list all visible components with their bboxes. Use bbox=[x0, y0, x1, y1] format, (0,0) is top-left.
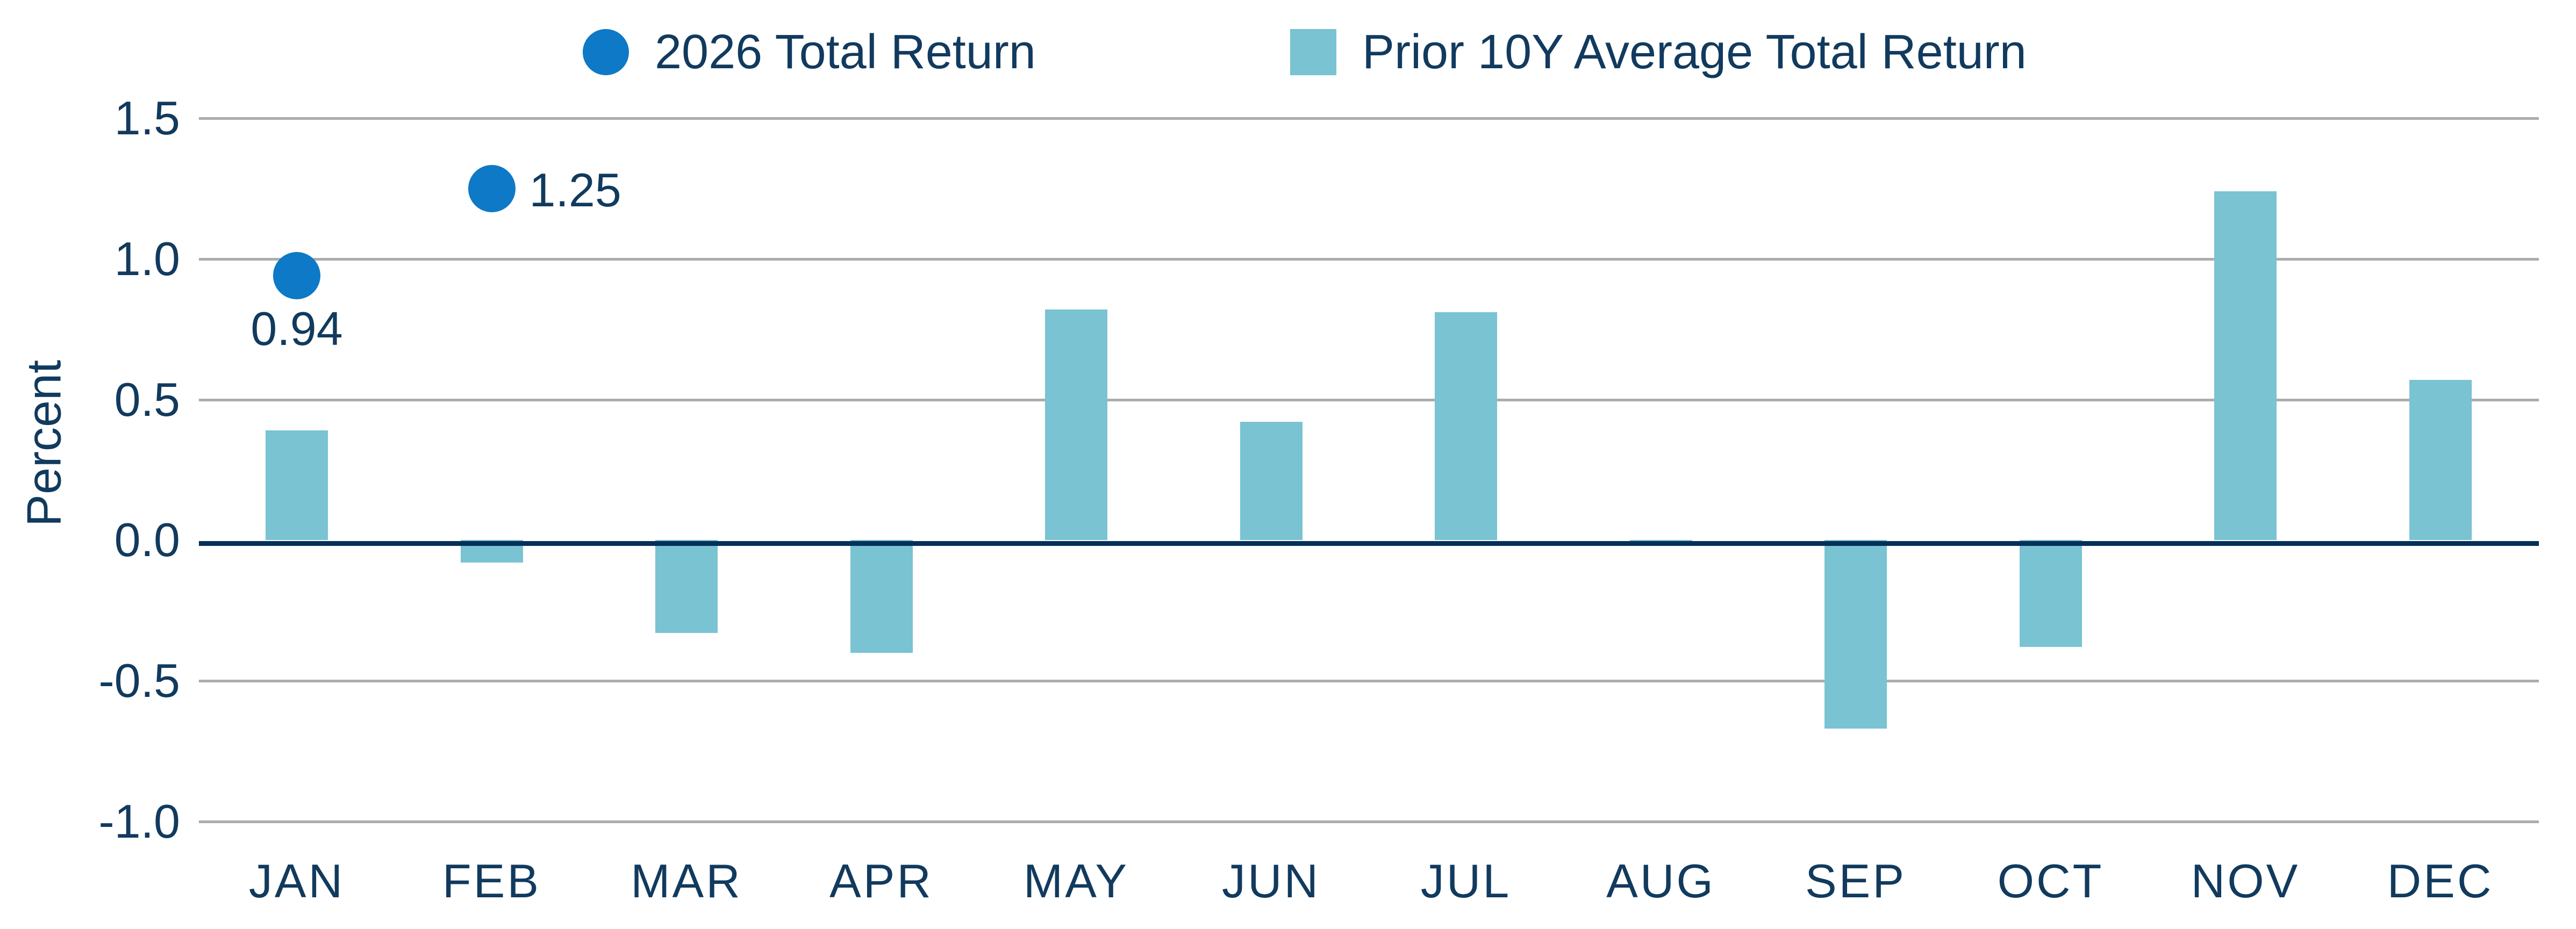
y-tick-label: 1.5 bbox=[114, 91, 180, 145]
bar-jan bbox=[266, 430, 328, 541]
bar-nov bbox=[2214, 191, 2277, 541]
data-point-feb bbox=[468, 164, 516, 212]
legend-square-marker-icon bbox=[1290, 29, 1336, 75]
legend-label: Prior 10Y Average Total Return bbox=[1362, 25, 2027, 79]
x-tick-label-jan: JAN bbox=[248, 854, 345, 908]
data-point-label: 0.94 bbox=[251, 302, 343, 356]
gridline bbox=[199, 257, 2539, 261]
chart-legend: 2026 Total Return Prior 10Y Average Tota… bbox=[0, 0, 2576, 97]
bar-mar bbox=[655, 540, 718, 633]
x-tick-label-sep: SEP bbox=[1805, 854, 1907, 908]
bar-jul bbox=[1435, 312, 1497, 541]
x-tick-label-jun: JUN bbox=[1221, 854, 1321, 908]
x-tick-label-dec: DEC bbox=[2387, 854, 2494, 908]
data-point-jan bbox=[273, 252, 320, 300]
x-tick-label-mar: MAR bbox=[631, 854, 742, 908]
gridline bbox=[199, 117, 2539, 120]
x-tick-label-aug: AUG bbox=[1606, 854, 1715, 908]
y-tick-label: 0.0 bbox=[114, 513, 180, 567]
legend-label: 2026 Total Return bbox=[655, 25, 1036, 79]
x-tick-label-oct: OCT bbox=[1997, 854, 2104, 908]
legend-item-2026-total-return: 2026 Total Return bbox=[583, 28, 1036, 76]
legend-item-prior-10y-average: Prior 10Y Average Total Return bbox=[1290, 28, 2027, 76]
bar-oct bbox=[2019, 540, 2082, 647]
x-tick-label-nov: NOV bbox=[2191, 854, 2300, 908]
bar-apr bbox=[850, 540, 913, 653]
y-tick-label: 1.0 bbox=[114, 232, 180, 285]
x-tick-label-may: MAY bbox=[1023, 854, 1129, 908]
bar-may bbox=[1045, 309, 1107, 541]
y-tick-label: -1.0 bbox=[98, 795, 180, 848]
data-point-label: 1.25 bbox=[529, 163, 621, 217]
x-tick-label-apr: APR bbox=[829, 854, 933, 908]
legend-circle-marker-icon bbox=[583, 29, 629, 75]
y-tick-label: 0.5 bbox=[114, 372, 180, 426]
y-tick-label: -0.5 bbox=[98, 654, 180, 708]
x-tick-label-jul: JUL bbox=[1420, 854, 1512, 908]
bar-dec bbox=[2409, 379, 2472, 541]
x-tick-label-feb: FEB bbox=[442, 854, 541, 908]
bar-sep bbox=[1824, 540, 1887, 729]
gridline bbox=[199, 398, 2539, 401]
x-axis-zero-line bbox=[199, 541, 2539, 546]
bar-jun bbox=[1240, 422, 1303, 541]
gridline bbox=[199, 820, 2539, 823]
gridline bbox=[199, 680, 2539, 683]
